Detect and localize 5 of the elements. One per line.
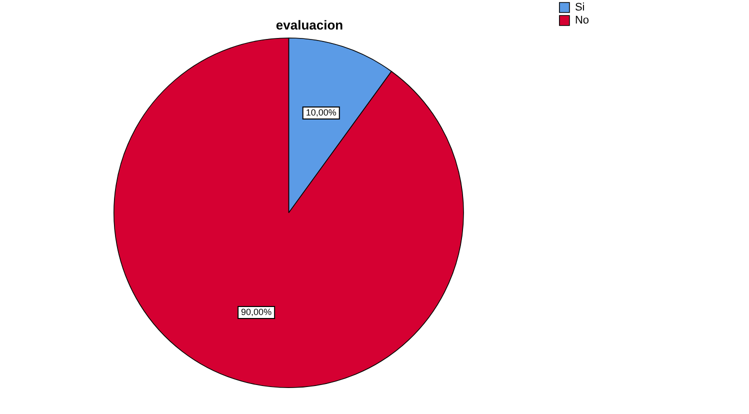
- legend-label: No: [574, 14, 589, 27]
- text: evaluacion: [276, 17, 344, 32]
- data-label: 90,00%: [241, 307, 272, 318]
- legend-label: Si: [574, 2, 585, 14]
- data-label: 10,00%: [306, 108, 336, 118]
